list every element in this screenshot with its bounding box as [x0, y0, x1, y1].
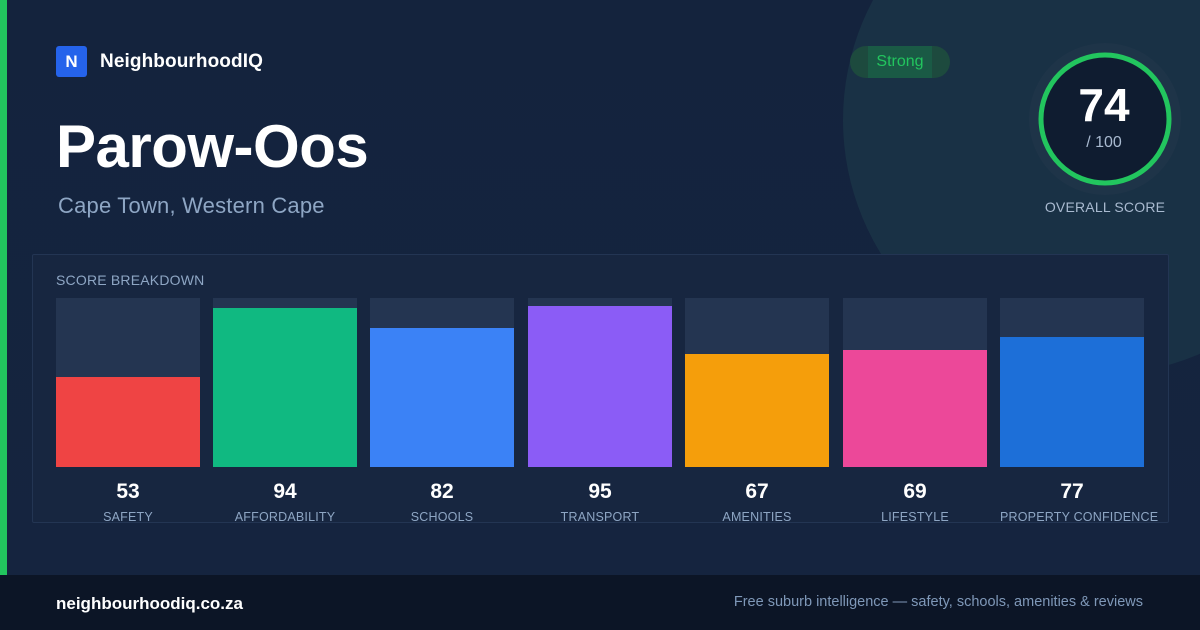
- score-bar-track: [528, 298, 672, 467]
- status-badge: Strong: [850, 46, 950, 78]
- score-bar-value: 67: [745, 480, 769, 503]
- brand[interactable]: N NeighbourhoodIQ: [56, 46, 263, 77]
- score-bar-fill: [843, 350, 987, 467]
- accent-bar: [0, 0, 7, 575]
- score-bar-schools: 82 SCHOOLS: [370, 298, 514, 524]
- score-bar-label: PROPERTY CONFIDENCE: [1000, 510, 1159, 524]
- score-bar-fill: [1000, 336, 1144, 467]
- score-bar-value: 77: [1060, 480, 1084, 503]
- score-ring-svg: [1029, 43, 1181, 195]
- overall-score-value: 74: [1078, 79, 1130, 131]
- score-bar-fill: [56, 377, 200, 467]
- brand-logo-icon: N: [56, 46, 87, 77]
- score-bar-value: 95: [588, 480, 612, 503]
- score-bar-track: [1000, 298, 1144, 467]
- share-card: N NeighbourhoodIQ Parow-Oos Cape Town, W…: [0, 0, 1200, 575]
- score-breakdown-panel: SCORE BREAKDOWN 53 SAFETY 94 AFFORDABILITY 8…: [32, 254, 1169, 524]
- score-bar-label: LIFESTYLE: [881, 510, 949, 524]
- score-bar-label: SAFETY: [103, 510, 153, 524]
- score-bar-label: TRANSPORT: [560, 510, 640, 524]
- overall-score-caption: OVERALL SCORE: [1044, 199, 1166, 215]
- score-bar-safety: 53 SAFETY: [56, 298, 200, 524]
- brand-name: NeighbourhoodIQ: [100, 50, 263, 72]
- score-bar-track: [56, 298, 200, 467]
- score-bar-property-confidence: 77 PROPERTY CONFIDENCE: [1000, 298, 1159, 524]
- score-bar-value: 53: [116, 480, 140, 503]
- score-bar-track: [685, 298, 829, 467]
- score-bar-track: [213, 298, 357, 467]
- suburb-location: Cape Town, Western Cape: [58, 193, 325, 218]
- score-bar-amenities: 67 AMENITIES: [685, 298, 829, 524]
- breakdown-title: SCORE BREAKDOWN: [56, 272, 205, 288]
- score-bar-lifestyle: 69 LIFESTYLE: [843, 298, 987, 524]
- footer-domain-link[interactable]: neighbourhoodiq.co.za: [56, 594, 243, 613]
- status-badge-label: Strong: [876, 53, 924, 70]
- score-bar-value: 94: [273, 480, 297, 503]
- score-bar-affordability: 94 AFFORDABILITY: [213, 298, 357, 524]
- score-bar-fill: [685, 353, 829, 467]
- score-bar-fill: [528, 306, 672, 467]
- overall-score-ring: 74 / 100: [1028, 42, 1182, 196]
- score-bar-label: AFFORDABILITY: [234, 510, 336, 524]
- suburb-title: Parow-Oos: [56, 113, 369, 180]
- score-bar-track: [370, 298, 514, 467]
- score-bar-label: SCHOOLS: [410, 510, 474, 524]
- score-bar-label: AMENITIES: [722, 510, 792, 524]
- score-bar-fill: [213, 308, 357, 467]
- score-bar-value: 69: [903, 480, 927, 503]
- score-bar-track: [843, 298, 987, 467]
- score-ring-arc: [1038, 52, 1172, 186]
- score-bar-value: 82: [430, 480, 454, 503]
- footer: neighbourhoodiq.co.za Free suburb intell…: [0, 575, 1200, 630]
- score-bar-fill: [370, 328, 514, 467]
- footer-tagline: Free suburb intelligence — safety, schoo…: [733, 594, 1143, 610]
- score-bar-transport: 95 TRANSPORT: [528, 298, 672, 524]
- overall-score-max: / 100: [1086, 134, 1122, 151]
